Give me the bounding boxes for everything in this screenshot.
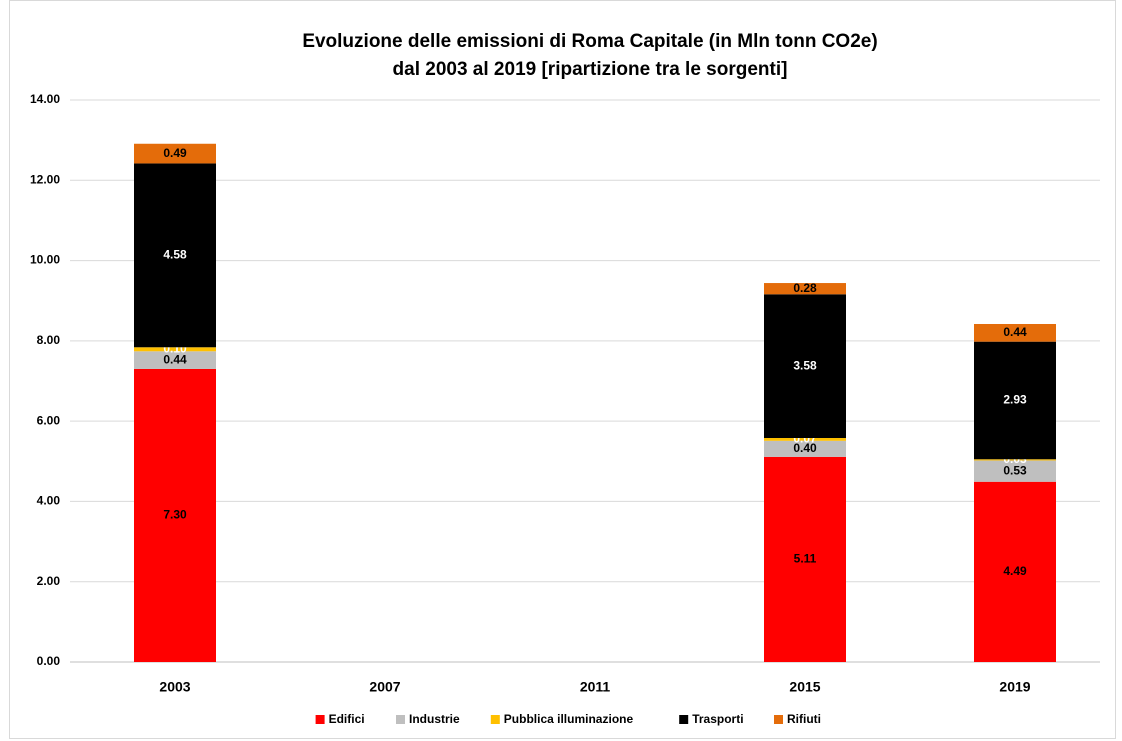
y-tick-label: 10.00 (30, 253, 60, 267)
bar-segment (764, 456, 846, 662)
legend-swatch (679, 715, 689, 724)
legend-swatch (396, 715, 405, 724)
y-tick-label: 4.00 (37, 494, 61, 508)
bar-segment (764, 438, 846, 441)
data-label: 2.93 (1003, 393, 1027, 407)
y-tick-label: 8.00 (37, 333, 61, 347)
data-label: 4.49 (1003, 564, 1027, 578)
data-label: 0.28 (793, 281, 817, 295)
x-tick-label: 2015 (789, 679, 820, 695)
data-label: 0.40 (793, 441, 817, 455)
y-tick-label: 14.00 (30, 92, 60, 106)
data-label: 0.44 (163, 352, 187, 366)
legend-swatch (490, 715, 500, 724)
bar-segment (134, 347, 216, 352)
bar-segment (134, 368, 216, 662)
data-label: 0.49 (163, 146, 187, 160)
data-label: 3.58 (793, 358, 817, 372)
y-tick-label: 2.00 (37, 574, 61, 588)
chart-title: Evoluzione delle emissioni di Roma Capit… (302, 31, 877, 52)
data-label: 4.58 (163, 248, 187, 262)
data-label: 5.11 (794, 552, 817, 566)
bar-segment (764, 283, 846, 295)
data-label: 0.44 (1003, 325, 1027, 339)
y-tick-label: 0.00 (37, 654, 61, 668)
legend-swatch (315, 715, 325, 724)
bar-segment (134, 163, 216, 348)
legend-label: Pubblica illuminazione (504, 712, 634, 726)
bar-segment (764, 440, 846, 457)
bar-segment (974, 459, 1056, 461)
x-tick-label: 2011 (580, 679, 611, 695)
bar-segment (974, 460, 1056, 482)
x-tick-label: 2019 (999, 679, 1030, 695)
bar-segment (134, 143, 216, 164)
legend-label: Industrie (409, 712, 460, 726)
legend-swatch (774, 715, 783, 724)
legend-label: Trasporti (692, 712, 743, 726)
y-tick-label: 12.00 (30, 172, 60, 186)
chart-subtitle: dal 2003 al 2019 [ripartizione tra le so… (393, 59, 788, 80)
bar-segment (764, 294, 846, 439)
bar-segment (974, 481, 1056, 662)
legend-label: Edifici (329, 712, 365, 726)
bar-segment (974, 323, 1056, 342)
data-label: 7.30 (163, 508, 187, 522)
y-tick-label: 6.00 (37, 413, 61, 427)
legend-label: Rifiuti (787, 712, 821, 726)
x-tick-label: 2003 (159, 679, 190, 695)
bar-segment (134, 351, 216, 369)
bar-segment (974, 341, 1056, 460)
data-label: 0.53 (1003, 463, 1027, 477)
x-tick-label: 2007 (369, 679, 400, 695)
